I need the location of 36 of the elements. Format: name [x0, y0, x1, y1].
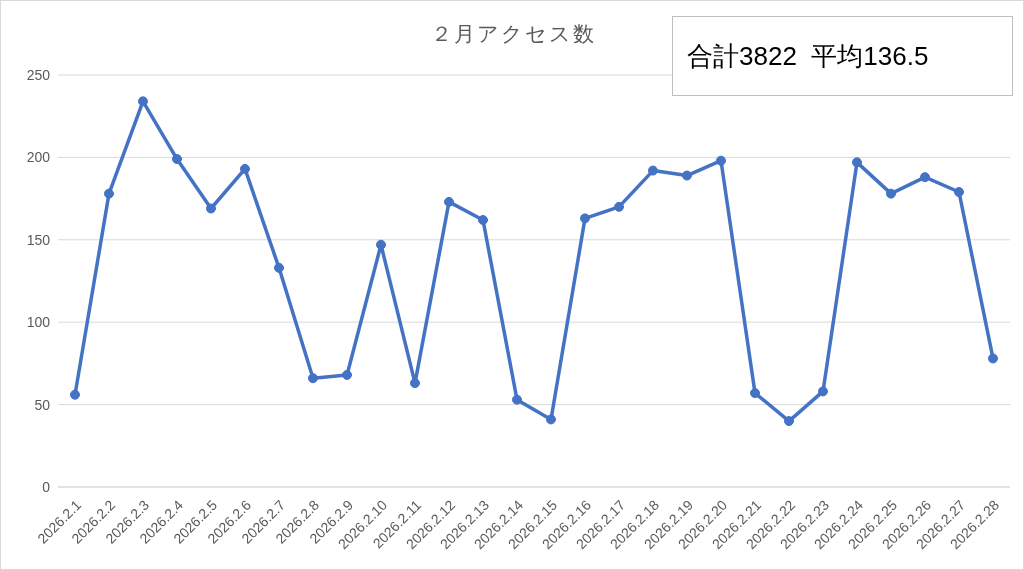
y-tick-label: 150 — [26, 231, 51, 248]
point — [614, 201, 624, 212]
y-tick-label: 250 — [26, 66, 51, 83]
point — [274, 262, 284, 273]
point — [308, 373, 318, 384]
point — [376, 239, 386, 250]
point — [580, 213, 590, 224]
point — [750, 388, 760, 399]
point — [104, 188, 114, 199]
y-tick-label: 50 — [34, 396, 51, 413]
y-tick-label: 100 — [26, 314, 51, 331]
chart-title: ２月アクセス数 — [430, 22, 596, 45]
point — [954, 187, 964, 198]
point — [342, 369, 352, 380]
point — [784, 416, 794, 427]
point — [546, 414, 556, 425]
point — [172, 154, 182, 165]
point — [478, 215, 488, 226]
point — [716, 155, 726, 166]
y-tick-label: 200 — [26, 149, 51, 166]
point — [70, 389, 80, 400]
point — [988, 353, 998, 364]
y-tick-label: 0 — [42, 478, 51, 495]
point — [886, 188, 896, 199]
point — [512, 394, 522, 405]
point — [648, 165, 658, 176]
point — [818, 386, 828, 397]
point — [852, 157, 862, 168]
point — [444, 196, 454, 207]
point — [682, 170, 692, 181]
point — [920, 172, 930, 183]
point — [240, 163, 250, 174]
point — [206, 203, 216, 214]
point — [410, 378, 420, 389]
point — [138, 96, 148, 107]
text-box: 合計3822 平均136.5 — [672, 16, 1013, 96]
